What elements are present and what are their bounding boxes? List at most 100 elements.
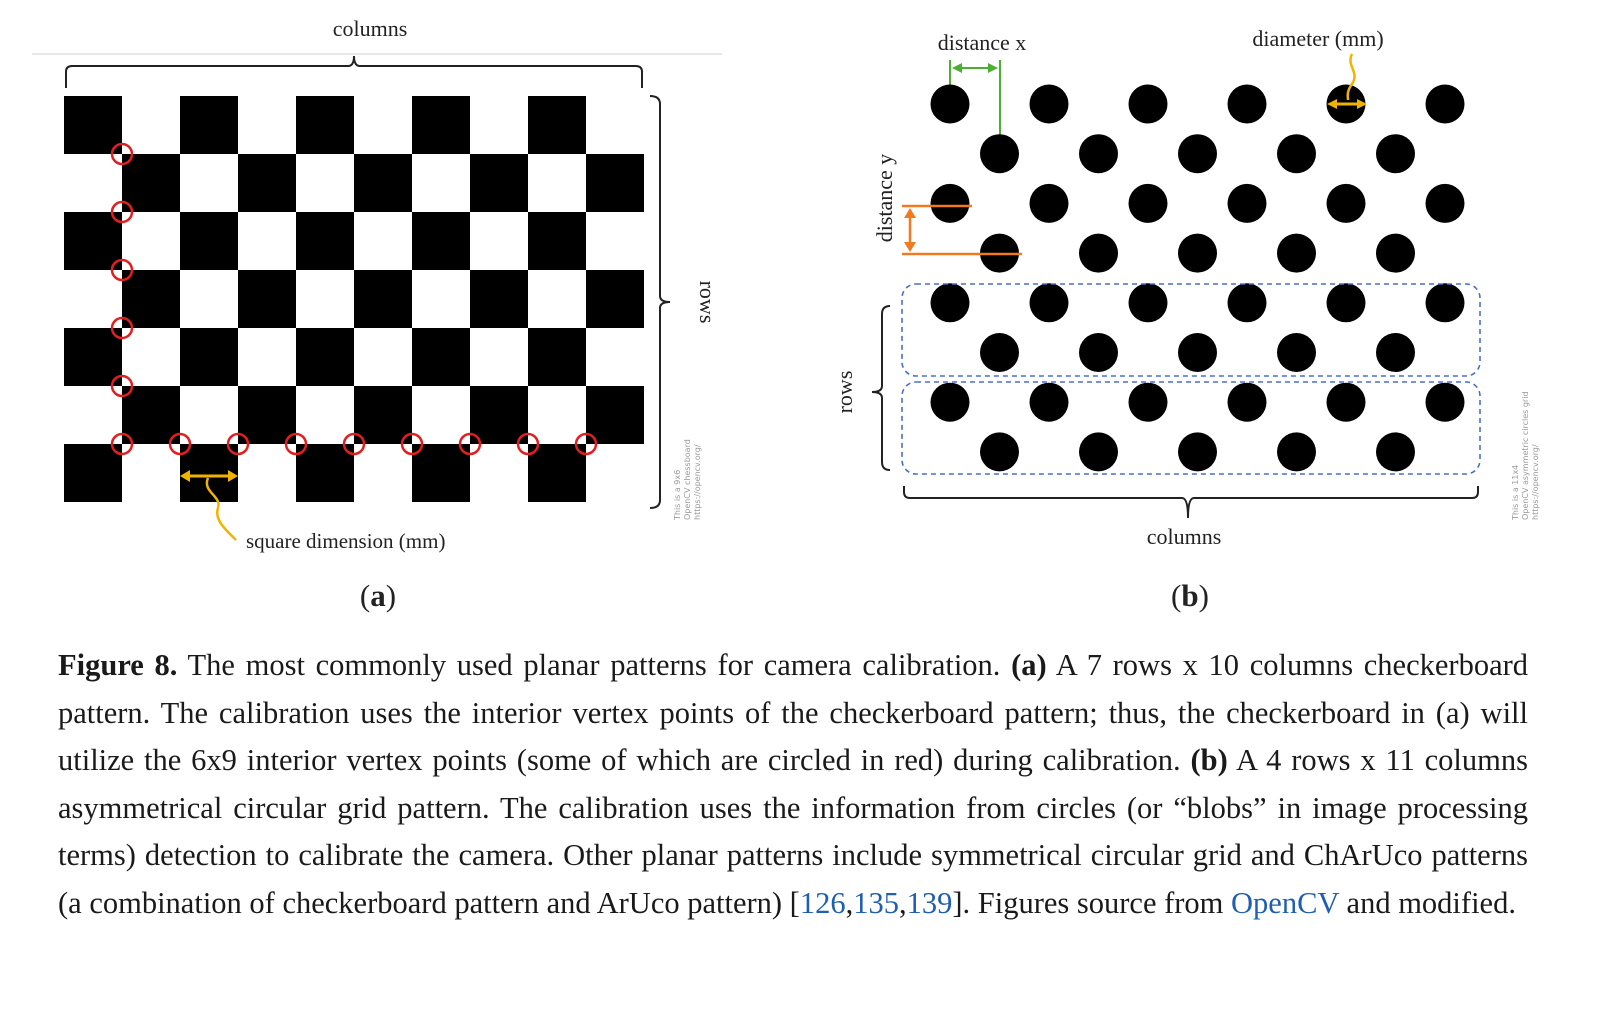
panel-a-watermark: This is a 9x6 OpenCV chessboard https://… (673, 439, 702, 521)
grid-circle (1425, 84, 1465, 124)
vertex-circle (110, 142, 134, 166)
grid-circle (1425, 183, 1465, 223)
checker-square (238, 154, 296, 212)
grid-circle (1128, 283, 1168, 323)
asymmetric-circle-grid (930, 84, 1465, 472)
checker-square (528, 328, 586, 386)
panel-a-rows-brace (649, 95, 671, 509)
square-dimension-arrow (180, 470, 238, 541)
diameter-marker (1327, 53, 1367, 109)
caption-sentence-3: A 4 rows x 11 columns asymmetrical circu… (58, 743, 1529, 920)
grid-circle (1227, 183, 1267, 223)
grid-circle (1326, 382, 1366, 422)
panel-b-watermark: This is a 11x4 OpenCV asymmetric circles… (1511, 391, 1540, 521)
reference-link-135[interactable]: 135 (853, 885, 899, 920)
grid-circle (930, 183, 970, 223)
checker-square (470, 270, 528, 328)
grid-circle (1079, 134, 1118, 174)
grid-circle (1425, 382, 1465, 422)
grid-circle (1326, 183, 1366, 223)
checker-square (122, 270, 180, 328)
grid-circle (1178, 233, 1217, 273)
checker-square (122, 386, 180, 444)
caption-sentence-4: ]. Figures source from (952, 885, 1232, 920)
checker-square (180, 96, 238, 154)
checker-square (586, 154, 644, 212)
opencv-source-link[interactable]: OpenCV (1231, 885, 1339, 920)
vertex-circle (110, 432, 134, 456)
reference-link-139[interactable]: 139 (906, 885, 953, 920)
grid-circle (1029, 283, 1069, 323)
checker-square (180, 328, 238, 386)
row-box-lower (901, 381, 1481, 475)
grid-circle (1277, 134, 1316, 174)
checker-square (586, 386, 644, 444)
checker-square (586, 270, 644, 328)
grid-circle (930, 84, 970, 124)
panel-a-columns-label: columns (333, 16, 408, 41)
grid-circle (1277, 333, 1316, 372)
grid-circle (1079, 333, 1118, 372)
checker-square (412, 96, 470, 154)
vertex-circle (284, 432, 308, 456)
checker-square (354, 386, 412, 444)
grid-circle (1128, 84, 1168, 124)
grid-circle (1277, 233, 1316, 273)
checker-square (354, 154, 412, 212)
checker-square (412, 328, 470, 386)
vertex-circle (516, 432, 540, 456)
checker-square (296, 328, 354, 386)
panel-b-watermark-line-2: OpenCV asymmetric circles grid (1521, 391, 1530, 520)
reference-separator: , (845, 885, 854, 920)
row-box-upper (901, 283, 1481, 377)
grid-circle (1227, 84, 1267, 124)
grid-circle (980, 134, 1019, 174)
grid-circle (1178, 432, 1217, 472)
vertex-circle (168, 432, 192, 456)
grid-circle (1079, 432, 1118, 472)
panel-a-label: (a) (360, 578, 396, 613)
panel-b: distance x diameter (mm) distance y rows (832, 26, 1540, 613)
caption-sentence-5: and modified. (1338, 885, 1516, 920)
grid-circle (1326, 283, 1366, 323)
grid-circle (1029, 84, 1069, 124)
checker-square (180, 212, 238, 270)
checker-square (296, 96, 354, 154)
caption-part-a-label: (a) (1011, 648, 1047, 682)
grid-circle (930, 382, 970, 422)
checker-square (64, 444, 122, 502)
grid-circle (1227, 382, 1267, 422)
distance-y-marker (902, 204, 1022, 256)
grid-circle (1376, 233, 1415, 273)
grid-circle (980, 432, 1019, 472)
grid-circle (1178, 333, 1217, 372)
grid-circle (1425, 283, 1465, 323)
vertex-circle (574, 432, 598, 456)
grid-circle (1029, 382, 1069, 422)
panel-b-watermark-line-3: https://opencv.org/ (1531, 444, 1540, 520)
reference-link-126[interactable]: 126 (799, 885, 846, 920)
grid-circle (1128, 382, 1168, 422)
panel-b-columns-label: columns (1147, 524, 1222, 549)
caption-sentence-1: The most commonly used planar patterns f… (177, 648, 1012, 682)
checker-square (354, 270, 412, 328)
vertex-circle (110, 258, 134, 282)
vertex-circle (110, 200, 134, 224)
grid-circle (1079, 233, 1118, 273)
grid-circle (1376, 333, 1415, 372)
panel-b-watermark-line-1: This is a 11x4 (1511, 465, 1520, 521)
grid-circle (1128, 183, 1168, 223)
checker-square (528, 212, 586, 270)
figure-caption: Figure 8. The most commonly used planar … (58, 642, 1528, 928)
checker-square (412, 212, 470, 270)
checker-square (64, 96, 122, 154)
square-dimension-label: square dimension (mm) (246, 529, 445, 553)
grid-circle (1376, 432, 1415, 472)
grid-circle (1376, 134, 1415, 174)
vertex-circle (110, 316, 134, 340)
reference-separator: , (898, 885, 907, 920)
grid-circle (1178, 134, 1217, 174)
figure-number: Figure 8. (58, 648, 178, 682)
panel-a: columns rows square dimension (mm) This … (32, 16, 722, 613)
caption-part-b-label: (b) (1190, 743, 1228, 778)
